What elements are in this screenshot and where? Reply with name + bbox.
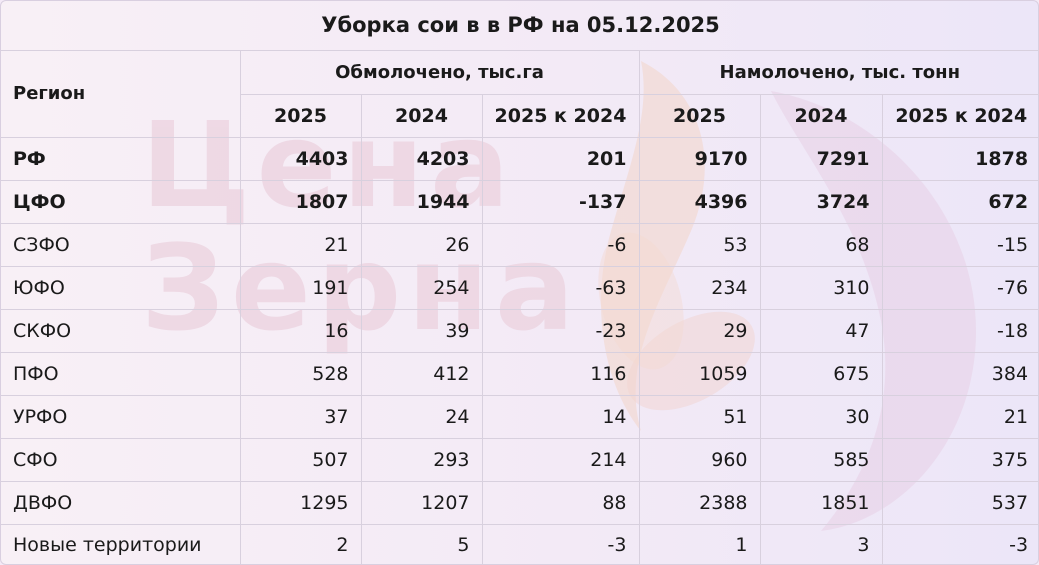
value-cell: 310 <box>759 265 883 310</box>
value-cell: 26 <box>360 222 483 267</box>
column-header: 2025 <box>240 93 362 138</box>
value-cell: 14 <box>481 394 640 439</box>
value-cell: 1 <box>638 523 761 564</box>
value-cell: 384 <box>881 351 1038 396</box>
region-cell: РФ <box>1 136 241 181</box>
value-cell: 3 <box>759 523 883 564</box>
value-cell: 51 <box>638 394 761 439</box>
value-cell: 9170 <box>638 136 761 181</box>
column-header: 2025 к 2024 <box>881 93 1038 138</box>
region-cell: ДВФО <box>1 480 241 525</box>
table-body: РФ 4403 4203 201 9170 7291 1878 ЦФО 1807 1944 -137… <box>1 136 1038 564</box>
table-title: Уборка сои в в РФ на 05.12.2025 <box>1 1 1038 51</box>
value-cell: 1851 <box>759 480 883 525</box>
threshed-volume-group-header: Намолочено, тыс. тонн <box>638 49 1038 95</box>
value-cell: -15 <box>881 222 1038 267</box>
table-row: ПФО 528 412 116 1059 675 384 <box>1 351 1038 396</box>
value-cell: 1944 <box>360 179 483 224</box>
value-cell: 37 <box>239 394 362 439</box>
value-cell: 1807 <box>239 179 362 224</box>
header-row-years: 2025 2024 2025 к 2024 2025 2024 2025 к 2… <box>1 93 1038 138</box>
value-cell: 21 <box>239 222 362 267</box>
column-header: 2024 <box>759 93 883 138</box>
value-cell: 234 <box>638 265 761 310</box>
region-cell: ЦФО <box>1 179 241 224</box>
value-cell: 4203 <box>360 136 483 181</box>
value-cell: -76 <box>881 265 1038 310</box>
region-cell: СЗФО <box>1 222 241 267</box>
value-cell: 585 <box>759 437 883 482</box>
table-row: СФО 507 293 214 960 585 375 <box>1 437 1038 482</box>
region-cell: ПФО <box>1 351 241 396</box>
value-cell: -137 <box>481 179 640 224</box>
region-cell: УРФО <box>1 394 241 439</box>
value-cell: -6 <box>481 222 640 267</box>
value-cell: 16 <box>239 308 362 353</box>
region-cell: ЮФО <box>1 265 241 310</box>
value-cell: 4396 <box>638 179 761 224</box>
column-header: 2024 <box>360 93 483 138</box>
value-cell: 30 <box>759 394 883 439</box>
table-row: ЮФО 191 254 -63 234 310 -76 <box>1 265 1038 310</box>
value-cell: -18 <box>881 308 1038 353</box>
value-cell: 21 <box>881 394 1038 439</box>
value-cell: 39 <box>360 308 483 353</box>
value-cell: 1878 <box>881 136 1038 181</box>
value-cell: 528 <box>239 351 362 396</box>
region-cell: СФО <box>1 437 241 482</box>
value-cell: 116 <box>481 351 640 396</box>
table-row: РФ 4403 4203 201 9170 7291 1878 <box>1 136 1038 181</box>
value-cell: 88 <box>481 480 640 525</box>
table-row: СКФО 16 39 -23 29 47 -18 <box>1 308 1038 353</box>
value-cell: -3 <box>481 523 640 564</box>
value-cell: 1207 <box>360 480 483 525</box>
table-row: Новые территории 2 5 -3 1 3 -3 <box>1 523 1038 564</box>
table-row: ЦФО 1807 1944 -137 4396 3724 672 <box>1 179 1038 224</box>
value-cell: 2388 <box>638 480 761 525</box>
value-cell: 960 <box>638 437 761 482</box>
value-cell: -23 <box>481 308 640 353</box>
value-cell: 412 <box>360 351 483 396</box>
value-cell: 537 <box>881 480 1038 525</box>
value-cell: 47 <box>759 308 883 353</box>
header-row-groups: Регион Обмолочено, тыс.га Намолочено, ты… <box>1 49 1038 138</box>
value-cell: 29 <box>638 308 761 353</box>
value-cell: 672 <box>881 179 1038 224</box>
value-cell: 53 <box>638 222 761 267</box>
value-cell: 1059 <box>638 351 761 396</box>
region-cell: Новые территории <box>1 523 241 564</box>
value-cell: 24 <box>360 394 483 439</box>
value-cell: 214 <box>481 437 640 482</box>
threshed-area-group-header: Обмолочено, тыс.га <box>239 49 640 95</box>
region-column-header: Регион <box>1 49 241 138</box>
value-cell: 675 <box>759 351 883 396</box>
value-cell: 1295 <box>239 480 362 525</box>
value-cell: -3 <box>881 523 1038 564</box>
value-cell: -63 <box>481 265 640 310</box>
value-cell: 7291 <box>759 136 883 181</box>
value-cell: 68 <box>759 222 883 267</box>
value-cell: 293 <box>360 437 483 482</box>
value-cell: 191 <box>239 265 362 310</box>
table-row: УРФО 37 24 14 51 30 21 <box>1 394 1038 439</box>
table-row: ДВФО 1295 1207 88 2388 1851 537 <box>1 480 1038 525</box>
value-cell: 5 <box>360 523 483 564</box>
value-cell: 375 <box>881 437 1038 482</box>
value-cell: 4403 <box>239 136 362 181</box>
title-row: Уборка сои в в РФ на 05.12.2025 <box>1 1 1038 51</box>
column-header: 2025 к 2024 <box>481 93 640 138</box>
region-cell: СКФО <box>1 308 241 353</box>
value-cell: 2 <box>239 523 362 564</box>
value-cell: 3724 <box>759 179 883 224</box>
value-cell: 254 <box>360 265 483 310</box>
value-cell: 507 <box>239 437 362 482</box>
table-row: СЗФО 21 26 -6 53 68 -15 <box>1 222 1038 267</box>
value-cell: 201 <box>481 136 640 181</box>
column-header: 2025 <box>638 93 761 138</box>
